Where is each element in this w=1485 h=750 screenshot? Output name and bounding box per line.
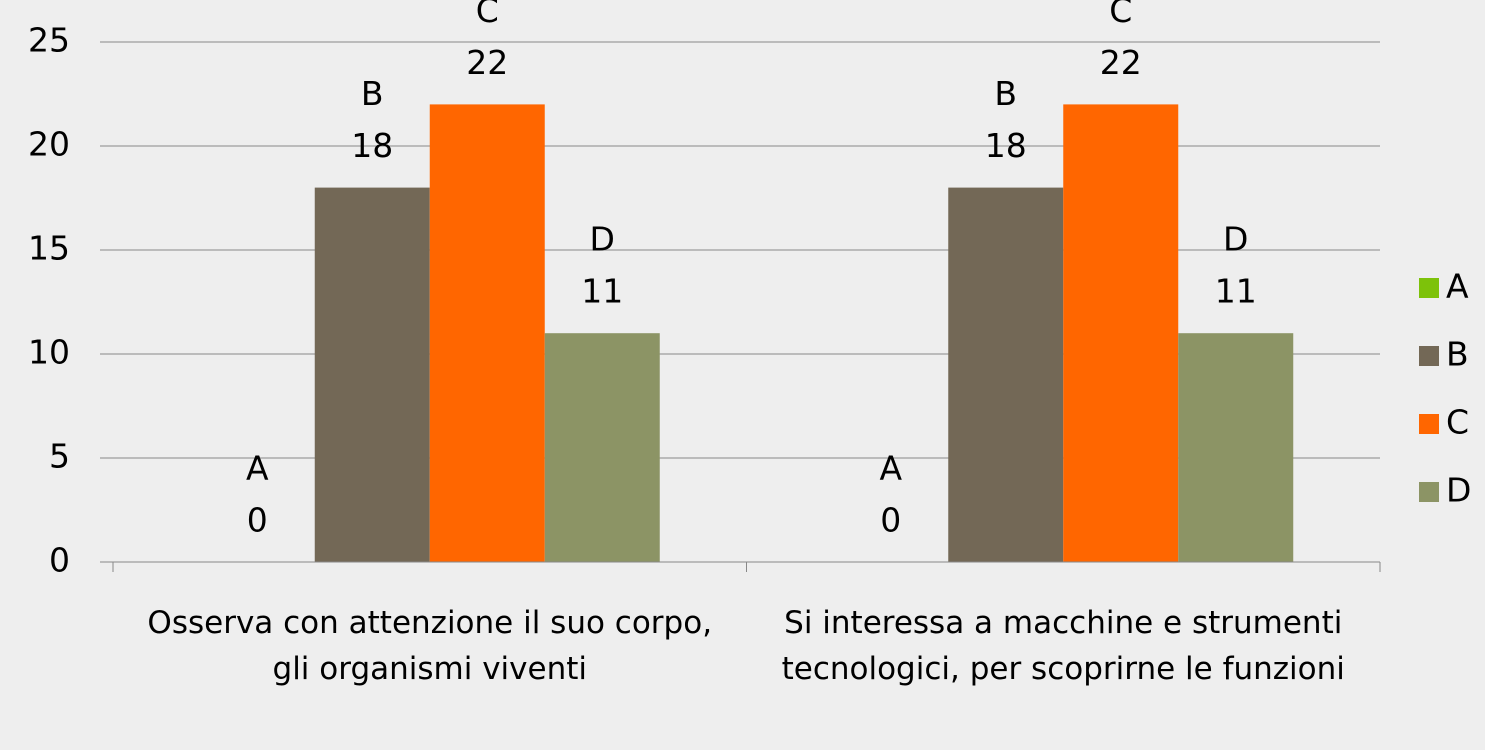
data-label: 0 [880, 501, 901, 540]
legend-swatch [1419, 414, 1439, 434]
bar [314, 187, 430, 562]
data-label-name: C [476, 0, 499, 30]
bar [544, 333, 660, 562]
data-label-name: B [361, 74, 384, 113]
y-tick-label: 15 [28, 229, 70, 268]
y-tick-label: 20 [28, 125, 70, 164]
y-tick-label: 10 [28, 333, 70, 372]
data-label-name: A [879, 449, 902, 488]
data-label: 22 [1100, 43, 1142, 82]
data-label: 11 [581, 272, 623, 311]
bar [948, 187, 1064, 562]
legend-label: A [1446, 267, 1469, 306]
data-label-name: B [994, 74, 1017, 113]
data-label-name: C [1109, 0, 1132, 30]
legend-swatch [1419, 482, 1439, 502]
y-tick-label: 5 [49, 437, 70, 476]
data-label: 22 [466, 43, 508, 82]
data-label: 18 [351, 126, 393, 165]
data-label: 11 [1215, 272, 1257, 311]
x-tick-label: Si interessa a macchine e strumenti tecn… [781, 605, 1345, 687]
bar [429, 104, 545, 563]
bar [1063, 104, 1179, 563]
legend-label: D [1446, 471, 1471, 510]
x-tick-label: Osserva con attenzione il suo corpo, gli… [147, 605, 713, 687]
bar [1178, 333, 1294, 562]
legend-label: B [1446, 335, 1469, 374]
legend-label: C [1446, 403, 1469, 442]
legend-swatch [1419, 278, 1439, 298]
legend-swatch [1419, 346, 1439, 366]
data-label: 18 [985, 126, 1027, 165]
data-label-name: A [246, 449, 269, 488]
data-label-name: D [1223, 220, 1248, 259]
data-label-name: D [590, 220, 615, 259]
y-tick-label: 0 [49, 541, 70, 580]
y-tick-label: 25 [28, 21, 70, 60]
data-label: 0 [247, 501, 268, 540]
